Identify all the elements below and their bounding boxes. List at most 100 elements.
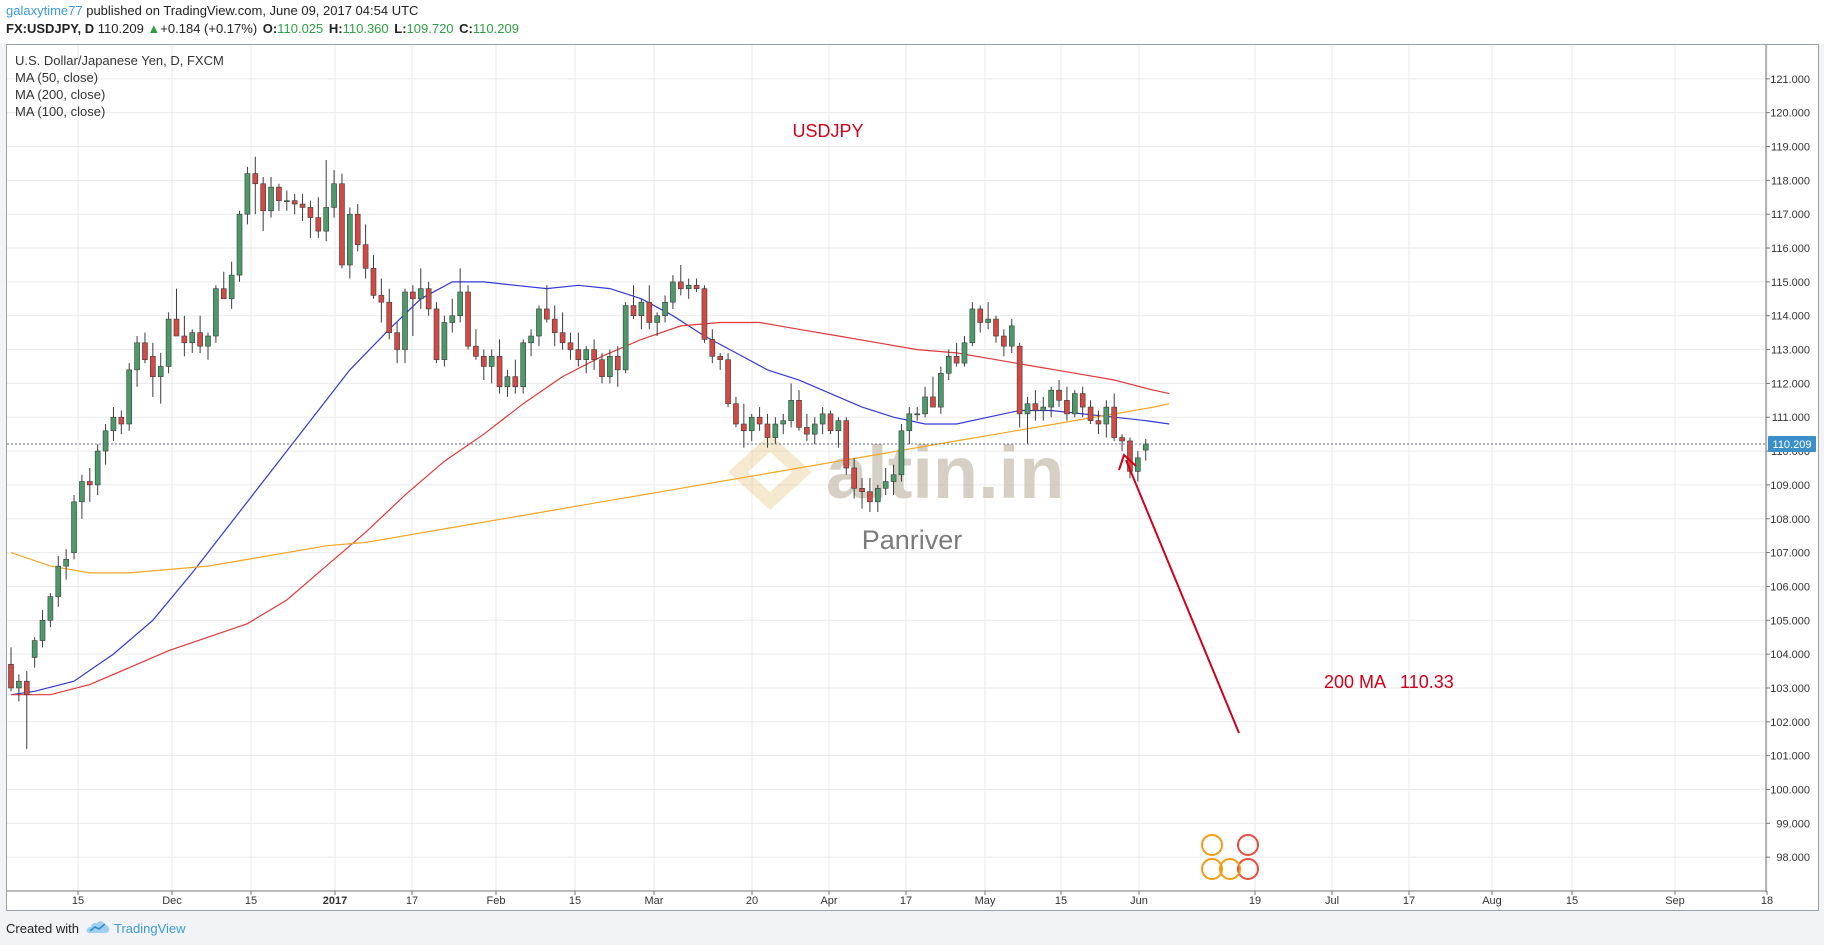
candle	[953, 342, 960, 367]
candle	[1087, 400, 1094, 425]
symbol-annotation[interactable]: USDJPY	[792, 121, 863, 141]
candle	[930, 376, 936, 408]
price-tick-label: 104.000	[1770, 649, 1810, 661]
legend-ma50[interactable]: MA (50, close)	[15, 70, 99, 85]
candle	[717, 352, 724, 370]
candle-body	[1079, 393, 1086, 408]
candle	[189, 329, 196, 353]
candle	[291, 193, 298, 215]
candle	[938, 366, 944, 414]
candle-body	[39, 619, 46, 641]
candle-body	[1032, 403, 1039, 411]
price-tick-label: 116.000	[1771, 243, 1810, 255]
legend-ma200[interactable]: MA (200, close)	[15, 87, 106, 102]
chart-legend: U.S. Dollar/Japanese Yen, D, FXCM MA (50…	[15, 52, 224, 120]
time-axis[interactable]: 15 Dec 15 2017 17 Feb 15 Mar 20 Apr 17 May 15 Jun 19 Ju…	[7, 890, 1773, 907]
candle-body	[953, 356, 960, 364]
legend-ma100[interactable]: MA (100, close)	[15, 104, 106, 119]
candle-body	[607, 356, 613, 377]
price-tick-label: 111.000	[1772, 412, 1810, 424]
candle-body	[1056, 389, 1062, 401]
candle-body	[717, 356, 724, 361]
candle	[347, 207, 353, 279]
tradingview-link[interactable]: TradingView	[114, 921, 186, 936]
arrow-annotation[interactable]	[1118, 453, 1240, 734]
watermark: altin.in Panriver	[728, 431, 1064, 555]
candle-body	[859, 488, 865, 492]
candle	[764, 413, 771, 448]
candle	[638, 298, 645, 330]
candle-body	[496, 356, 503, 388]
candle-body	[575, 349, 582, 361]
candle-body	[780, 420, 787, 425]
candle-body	[449, 315, 456, 323]
price-tick-label: 109.000	[1770, 480, 1810, 492]
candle-body	[591, 349, 597, 361]
candle-body	[87, 481, 93, 486]
candle-body	[993, 318, 999, 337]
candle	[662, 295, 668, 323]
candle-body	[945, 356, 952, 374]
candle	[551, 305, 558, 347]
candle	[898, 424, 905, 482]
price-tick-label: 117.000	[1771, 209, 1810, 221]
candle-body	[969, 308, 976, 344]
candle	[922, 386, 928, 418]
candle	[394, 322, 400, 364]
candle-body	[339, 183, 345, 266]
candle	[378, 278, 385, 323]
candle	[827, 410, 834, 435]
candle-body	[938, 372, 944, 408]
username-link[interactable]: galaxytime77	[6, 3, 83, 18]
candle-body	[347, 213, 353, 266]
candle	[1111, 393, 1117, 441]
candle	[16, 674, 22, 702]
candle-body	[315, 217, 322, 232]
price-chart[interactable]: altin.in Panriver 98.000 99.000 100.000 101…	[0, 0, 1824, 912]
candle-body	[835, 420, 842, 432]
price-axis[interactable]: 98.000 99.000 100.000 101.000 102.000 103.000…	[1765, 45, 1810, 892]
candle-body	[457, 291, 463, 317]
candle	[276, 183, 282, 211]
candle-body	[748, 416, 755, 432]
candle-body	[741, 423, 747, 432]
candle-body	[417, 288, 424, 300]
candle	[874, 484, 881, 512]
price-tick-label: 120.000	[1770, 108, 1810, 120]
price-tick-label: 103.000	[1770, 683, 1810, 695]
candle	[599, 352, 605, 384]
events-icon[interactable]	[1201, 834, 1259, 880]
last-price: 110.209	[97, 21, 144, 36]
candle	[165, 312, 172, 374]
candle	[945, 349, 952, 381]
candle-body	[1024, 403, 1031, 415]
candle	[772, 417, 779, 445]
candle	[323, 160, 330, 242]
candle-body	[189, 332, 196, 344]
candle	[780, 413, 787, 435]
candle-body	[1072, 393, 1078, 415]
candle	[228, 261, 235, 309]
candle-body	[394, 332, 400, 350]
candle-body	[709, 339, 716, 357]
candle-body	[299, 203, 306, 208]
publish-line: galaxytime77 published on TradingView.co…	[6, 3, 418, 18]
candle-body	[1008, 325, 1015, 347]
candle-body	[1135, 457, 1141, 472]
candle	[410, 285, 416, 337]
candle-body	[583, 349, 590, 361]
candle	[457, 268, 463, 323]
price-tick-label: 114.000	[1771, 311, 1810, 323]
legend-symbol[interactable]: U.S. Dollar/Japanese Yen, D, FXCM	[15, 53, 224, 68]
chart-pane[interactable]	[6, 44, 1819, 911]
candle	[575, 332, 582, 367]
time-tick-label: 17	[900, 895, 912, 907]
candle-body	[1040, 406, 1047, 411]
time-tick-label: 18	[1761, 895, 1773, 907]
candle-body	[906, 413, 913, 432]
candle-body	[1064, 400, 1070, 415]
candle-body	[788, 400, 794, 421]
candle-body	[977, 308, 984, 323]
candle	[536, 305, 542, 347]
ma-annotation[interactable]: 200 MA 110.33	[1324, 672, 1454, 692]
